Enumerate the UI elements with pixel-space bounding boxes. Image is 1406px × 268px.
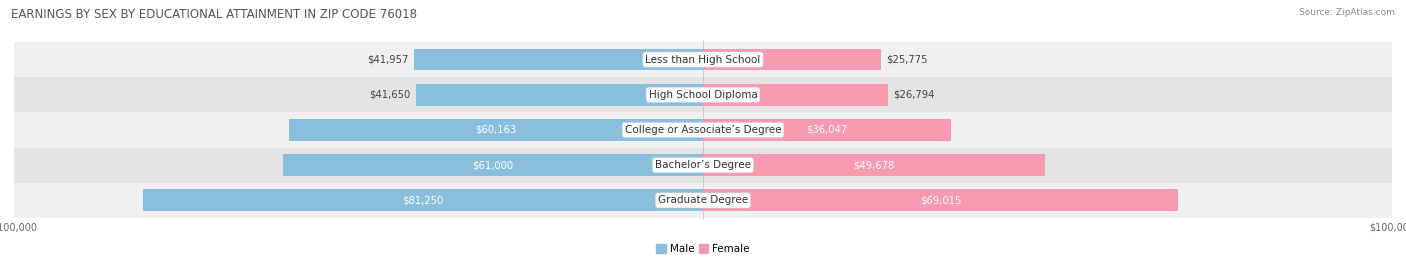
Text: Graduate Degree: Graduate Degree bbox=[658, 195, 748, 205]
Bar bbox=[703, 189, 1178, 211]
Text: Bachelor’s Degree: Bachelor’s Degree bbox=[655, 160, 751, 170]
Bar bbox=[703, 84, 887, 106]
Legend: Male, Female: Male, Female bbox=[657, 244, 749, 254]
Bar bbox=[413, 49, 703, 70]
Text: $61,000: $61,000 bbox=[472, 160, 513, 170]
Bar bbox=[14, 77, 1392, 112]
Text: $25,775: $25,775 bbox=[886, 55, 928, 65]
Bar bbox=[703, 49, 880, 70]
Text: $69,015: $69,015 bbox=[920, 195, 962, 205]
Text: $41,957: $41,957 bbox=[367, 55, 408, 65]
Bar bbox=[703, 154, 1045, 176]
Bar bbox=[283, 154, 703, 176]
Text: $81,250: $81,250 bbox=[402, 195, 444, 205]
Text: $41,650: $41,650 bbox=[370, 90, 411, 100]
Bar bbox=[416, 84, 703, 106]
Bar bbox=[14, 183, 1392, 218]
Text: High School Diploma: High School Diploma bbox=[648, 90, 758, 100]
Text: Less than High School: Less than High School bbox=[645, 55, 761, 65]
Bar bbox=[143, 189, 703, 211]
Bar bbox=[14, 148, 1392, 183]
Text: $49,678: $49,678 bbox=[853, 160, 894, 170]
Bar bbox=[703, 119, 952, 141]
Text: $60,163: $60,163 bbox=[475, 125, 516, 135]
Bar bbox=[288, 119, 703, 141]
Text: EARNINGS BY SEX BY EDUCATIONAL ATTAINMENT IN ZIP CODE 76018: EARNINGS BY SEX BY EDUCATIONAL ATTAINMEN… bbox=[11, 8, 418, 21]
Text: $36,047: $36,047 bbox=[807, 125, 848, 135]
Text: $26,794: $26,794 bbox=[893, 90, 935, 100]
Bar bbox=[14, 112, 1392, 148]
Bar bbox=[14, 42, 1392, 77]
Text: Source: ZipAtlas.com: Source: ZipAtlas.com bbox=[1299, 8, 1395, 17]
Text: College or Associate’s Degree: College or Associate’s Degree bbox=[624, 125, 782, 135]
